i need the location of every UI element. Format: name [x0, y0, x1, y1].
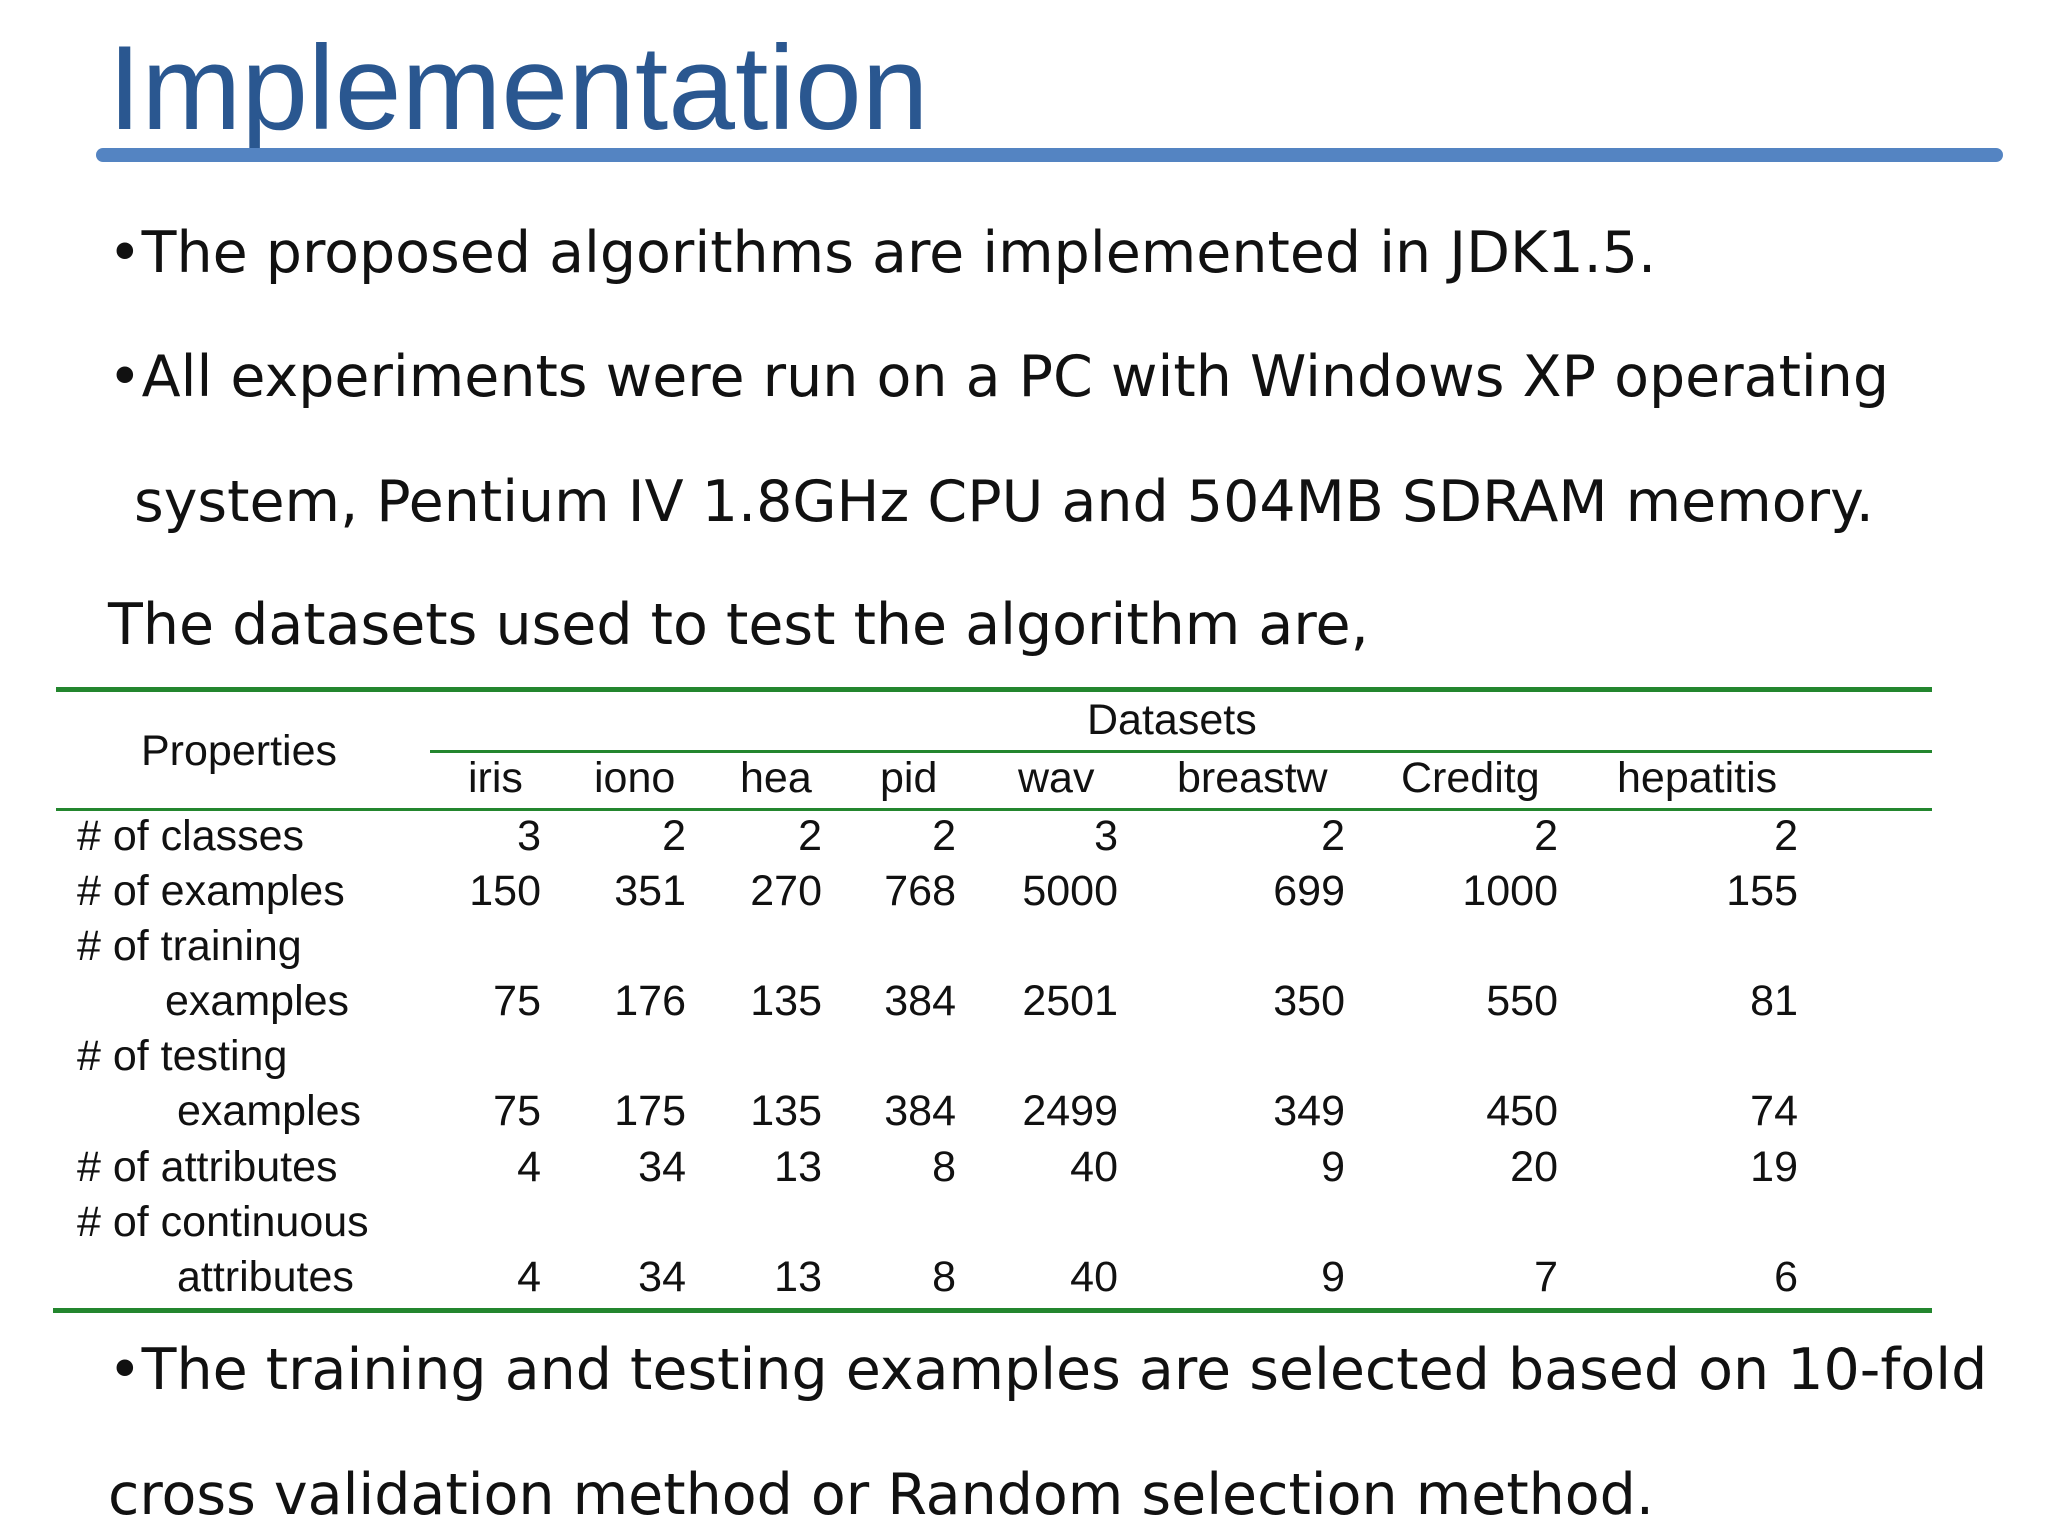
bullet-pc-line1: •All experiments were run on a PC with W… — [108, 342, 1889, 412]
row-label: # of examples — [77, 867, 345, 915]
table-cell: 13 — [774, 1253, 822, 1301]
table-cell: 81 — [1750, 977, 1798, 1025]
table-cell: 550 — [1486, 977, 1558, 1025]
table-cell: 2501 — [1022, 977, 1118, 1025]
table-datasets-rule — [430, 750, 1932, 753]
table-cell: 3 — [517, 812, 541, 860]
row-label: # of continuous — [77, 1198, 369, 1246]
table-cell: 699 — [1273, 867, 1345, 915]
bullet-glyph: • — [108, 220, 142, 286]
table-top-rule — [56, 687, 1932, 692]
table-cell: 2 — [1774, 812, 1798, 860]
bullet-jdk-text: The proposed algorithms are implemented … — [141, 220, 1657, 286]
row-label-continued: attributes — [177, 1253, 354, 1301]
bullet-glyph: • — [108, 344, 142, 410]
table-cell: 75 — [493, 977, 541, 1025]
title-underline — [96, 148, 2003, 162]
column-header: hea — [740, 754, 812, 802]
table-cell: 40 — [1070, 1143, 1118, 1191]
row-label: # of attributes — [77, 1143, 338, 1191]
table-cell: 8 — [932, 1143, 956, 1191]
bullet-crossval-line1: •The training and testing examples are s… — [108, 1335, 1987, 1405]
table-cell: 19 — [1750, 1143, 1798, 1191]
table-cell: 384 — [884, 1087, 956, 1135]
column-header: iono — [594, 754, 676, 802]
table-cell: 2 — [1534, 812, 1558, 860]
bullet-pc-text-line1: All experiments were run on a PC with Wi… — [141, 344, 1890, 410]
table-cell: 155 — [1726, 867, 1798, 915]
table-cell: 768 — [884, 867, 956, 915]
table-cell: 176 — [614, 977, 686, 1025]
row-label: # of training — [77, 922, 302, 970]
slide-title: Implementation — [108, 21, 929, 155]
table-cell: 20 — [1510, 1143, 1558, 1191]
column-header: pid — [880, 754, 938, 802]
table-cell: 13 — [774, 1143, 822, 1191]
table-cell: 3 — [1094, 812, 1118, 860]
table-cell: 34 — [638, 1143, 686, 1191]
table-cell: 270 — [750, 867, 822, 915]
table-cell: 2 — [662, 812, 686, 860]
column-header: iris — [468, 754, 523, 802]
table-cell: 5000 — [1022, 867, 1118, 915]
table-cell: 75 — [493, 1087, 541, 1135]
table-cell: 9 — [1321, 1143, 1345, 1191]
table-cell: 384 — [884, 977, 956, 1025]
row-label: # of testing — [77, 1032, 288, 1080]
table-cell: 74 — [1750, 1087, 1798, 1135]
table-cell: 8 — [932, 1253, 956, 1301]
table-cell: 4 — [517, 1143, 541, 1191]
table-cell: 2 — [1321, 812, 1345, 860]
table-header-rule — [56, 808, 1932, 811]
table-cell: 135 — [750, 1087, 822, 1135]
bullet-crossval-text-line1: The training and testing examples are se… — [141, 1337, 1988, 1403]
table-cell: 1000 — [1462, 867, 1558, 915]
bullet-jdk: •The proposed algorithms are implemented… — [108, 218, 1656, 288]
table-cell: 2 — [932, 812, 956, 860]
table-cell: 34 — [638, 1253, 686, 1301]
column-header: hepatitis — [1617, 754, 1778, 802]
row-label-continued: examples — [177, 1087, 362, 1135]
table-bottom-rule — [53, 1308, 1932, 1313]
bullet-crossval-line2: cross validation method or Random select… — [108, 1462, 1654, 1528]
properties-header: Properties — [141, 727, 337, 775]
datasets-header: Datasets — [1087, 696, 1257, 744]
table-cell: 450 — [1486, 1087, 1558, 1135]
table-cell: 7 — [1534, 1253, 1558, 1301]
table-cell: 6 — [1774, 1253, 1798, 1301]
bullet-pc-line2: system, Pentium IV 1.8GHz CPU and 504MB … — [134, 469, 1874, 535]
table-cell: 2499 — [1022, 1087, 1118, 1135]
column-header: breastw — [1177, 754, 1328, 802]
datasets-intro: The datasets used to test the algorithm … — [108, 592, 1369, 658]
table-cell: 4 — [517, 1253, 541, 1301]
table-cell: 349 — [1273, 1087, 1345, 1135]
table-cell: 2 — [798, 812, 822, 860]
table-cell: 175 — [614, 1087, 686, 1135]
table-cell: 150 — [469, 867, 541, 915]
table-cell: 40 — [1070, 1253, 1118, 1301]
column-header: wav — [1018, 754, 1095, 802]
row-label: # of classes — [77, 812, 305, 860]
table-cell: 9 — [1321, 1253, 1345, 1301]
table-cell: 135 — [750, 977, 822, 1025]
column-header: Creditg — [1401, 754, 1540, 802]
bullet-glyph: • — [108, 1337, 142, 1403]
table-cell: 351 — [614, 867, 686, 915]
row-label-continued: examples — [165, 977, 350, 1025]
table-cell: 350 — [1273, 977, 1345, 1025]
